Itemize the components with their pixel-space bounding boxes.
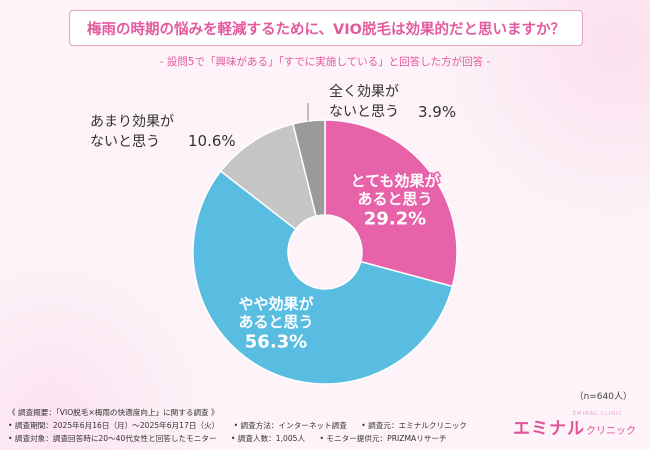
label-not-effective-at-all-line1: 全く効果が	[329, 83, 399, 100]
survey-provider: • モニター提供元：PRIZMAリサーチ	[319, 434, 447, 443]
slice-not-effective-at-all	[292, 119, 326, 218]
label-somewhat-effective-line1: やや効果が	[238, 295, 314, 313]
survey-details-line1: • 調査期間：2025年6月16日（月）～2025年6月17日（火） • 調査方…	[8, 420, 479, 431]
value-not-effective-at-all: 3.9%	[418, 103, 456, 121]
label-somewhat-effective-line2: あると思う	[238, 313, 313, 331]
value-somewhat-effective: 56.3%	[245, 332, 307, 353]
eminal-clinic-logo: EMINAL CLINIC エミナル クリニック	[513, 411, 636, 439]
survey-count: • 調査人数：1,005人	[230, 434, 306, 443]
label-not-very-effective-line2: ないと思う	[90, 134, 160, 150]
slice-very-effective	[324, 119, 458, 288]
logo-tagline: EMINAL CLINIC	[573, 411, 623, 417]
survey-source: • 調査元：エミナルクリニック	[361, 421, 467, 430]
survey-method: • 調査方法：インターネット調査	[233, 421, 347, 430]
survey-target: • 調査対象：調査回答時に20～40代女性と回答したモニター	[8, 434, 217, 443]
label-very-effective-line2: あると思う	[357, 190, 432, 208]
slice-not-very-effective	[219, 123, 317, 231]
survey-details-line2: • 調査対象：調査回答時に20～40代女性と回答したモニター • 調査人数：1,…	[8, 433, 459, 444]
chart-subtitle: - 設問5で「興味がある」「すでに実施している」と回答した方が回答 -	[159, 56, 491, 68]
survey-summary-title: 《 調査概要：「VIO脱毛×梅雨の快適度向上」に関する調査 》	[8, 408, 219, 417]
chart-title-box: 梅雨の時期の悩みを軽減するために、VIO脱毛は効果的だと思いますか？	[69, 10, 583, 46]
chart-title: 梅雨の時期の悩みを軽減するために、VIO脱毛は効果的だと思いますか？	[86, 21, 565, 38]
slice-somewhat-effective	[192, 170, 454, 385]
logo-sub-text: クリニック	[586, 426, 636, 437]
sample-size-label: （n=640人）	[574, 392, 632, 402]
label-very-effective-line1: とても効果が	[351, 172, 441, 190]
value-not-very-effective: 10.6%	[188, 132, 236, 150]
survey-period: • 調査期間：2025年6月16日（月）～2025年6月17日（火）	[8, 421, 220, 430]
label-not-very-effective-line1: あまり効果が	[90, 114, 174, 130]
logo-main-text: エミナル	[513, 419, 585, 439]
label-not-effective-at-all-line2: ないと思う	[329, 104, 399, 120]
value-very-effective: 29.2%	[364, 209, 426, 230]
